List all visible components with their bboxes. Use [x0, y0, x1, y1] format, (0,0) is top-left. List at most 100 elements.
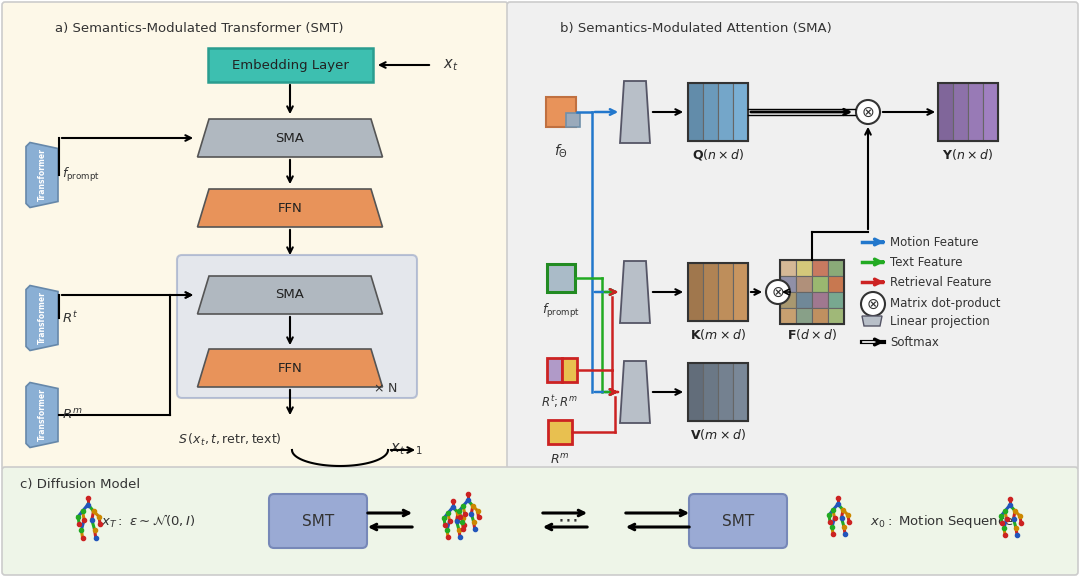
FancyBboxPatch shape [2, 2, 508, 470]
FancyBboxPatch shape [546, 97, 576, 127]
Bar [780, 260, 843, 324]
Bar [812, 260, 828, 276]
Text: $x_t$: $x_t$ [443, 57, 458, 73]
FancyBboxPatch shape [269, 494, 367, 548]
Text: Matrix dot-product: Matrix dot-product [890, 298, 1000, 310]
Polygon shape [26, 383, 58, 448]
Text: $f_{\rm prompt}$: $f_{\rm prompt}$ [62, 166, 100, 184]
Text: a) Semantics-Modulated Transformer (SMT): a) Semantics-Modulated Transformer (SMT) [55, 22, 343, 35]
Bar [796, 308, 812, 324]
Bar [688, 83, 703, 141]
Polygon shape [26, 143, 58, 208]
Bar [796, 276, 812, 292]
Bar [718, 263, 733, 321]
FancyBboxPatch shape [177, 255, 417, 398]
Text: Text Feature: Text Feature [890, 256, 962, 268]
Polygon shape [620, 81, 650, 143]
Text: $\mathbf{Y}(n\times d)$: $\mathbf{Y}(n\times d)$ [943, 147, 994, 162]
Bar [733, 363, 748, 421]
FancyBboxPatch shape [689, 494, 787, 548]
Text: c) Diffusion Model: c) Diffusion Model [21, 478, 140, 491]
Text: $x_{t-1}$: $x_{t-1}$ [390, 441, 423, 457]
FancyBboxPatch shape [2, 467, 1078, 575]
Bar [718, 83, 733, 141]
Text: $x_0{:}$ Motion Sequence: $x_0{:}$ Motion Sequence [870, 512, 1014, 530]
Text: $\times$ N: $\times$ N [374, 382, 399, 395]
Text: $\mathbf{F}(d\times d)$: $\mathbf{F}(d\times d)$ [786, 327, 837, 342]
Bar [828, 308, 843, 324]
Text: $x_T{:}\ \epsilon \sim \mathcal{N}(0, I)$: $x_T{:}\ \epsilon \sim \mathcal{N}(0, I)… [100, 512, 195, 530]
Polygon shape [198, 119, 382, 157]
Bar [780, 260, 796, 276]
Text: $\otimes$: $\otimes$ [866, 297, 880, 312]
Text: Softmax: Softmax [890, 335, 939, 349]
FancyBboxPatch shape [546, 358, 562, 382]
Bar [796, 292, 812, 308]
Text: SMA: SMA [275, 132, 305, 144]
Text: $\otimes$: $\otimes$ [862, 104, 875, 119]
Bar [718, 363, 733, 421]
Text: $\mathbf{V}(m\times d)$: $\mathbf{V}(m\times d)$ [690, 427, 746, 442]
Text: $R^m$: $R^m$ [62, 408, 82, 422]
Bar [703, 83, 718, 141]
Text: $\mathbf{Q}(n\times d)$: $\mathbf{Q}(n\times d)$ [692, 147, 744, 162]
Circle shape [856, 100, 880, 124]
Text: SMA: SMA [275, 288, 305, 302]
Bar [812, 292, 828, 308]
Bar [780, 276, 796, 292]
Text: $\cdots$: $\cdots$ [557, 509, 577, 529]
Text: FFN: FFN [278, 362, 302, 374]
Bar [688, 263, 703, 321]
Text: $R^t; R^m$: $R^t; R^m$ [541, 393, 579, 410]
Bar [703, 363, 718, 421]
Bar [796, 260, 812, 276]
Polygon shape [26, 286, 58, 350]
Text: FFN: FFN [278, 201, 302, 215]
Text: SMT: SMT [302, 514, 334, 529]
Text: Transformer: Transformer [38, 388, 46, 441]
Bar [780, 308, 796, 324]
Bar [953, 83, 968, 141]
Bar [968, 83, 983, 141]
FancyBboxPatch shape [562, 358, 577, 382]
Bar [828, 276, 843, 292]
Bar [733, 83, 748, 141]
Bar [939, 83, 998, 141]
Bar [939, 83, 953, 141]
FancyBboxPatch shape [507, 2, 1078, 470]
Bar [812, 308, 828, 324]
Text: Retrieval Feature: Retrieval Feature [890, 275, 991, 288]
Text: $R^m$: $R^m$ [551, 453, 570, 467]
Bar [780, 292, 796, 308]
Polygon shape [620, 261, 650, 323]
Polygon shape [198, 349, 382, 387]
Text: $R^t$: $R^t$ [62, 310, 78, 326]
Text: $f_\Theta$: $f_\Theta$ [554, 143, 568, 160]
Bar [703, 263, 718, 321]
Text: Linear projection: Linear projection [890, 314, 989, 328]
Text: Embedding Layer: Embedding Layer [231, 58, 349, 72]
Text: $\mathbf{K}(m\times d)$: $\mathbf{K}(m\times d)$ [690, 327, 746, 342]
Text: SMT: SMT [721, 514, 754, 529]
Bar [688, 263, 748, 321]
Bar [688, 83, 748, 141]
Bar [828, 260, 843, 276]
Circle shape [766, 280, 789, 304]
Text: $f_{\rm prompt}$: $f_{\rm prompt}$ [542, 302, 580, 320]
Polygon shape [198, 189, 382, 227]
Text: Transformer: Transformer [38, 291, 46, 344]
Polygon shape [198, 276, 382, 314]
Bar [733, 263, 748, 321]
Text: Transformer: Transformer [38, 148, 46, 201]
Polygon shape [862, 316, 882, 326]
Bar [812, 276, 828, 292]
Text: b) Semantics-Modulated Attention (SMA): b) Semantics-Modulated Attention (SMA) [561, 22, 832, 35]
Text: Motion Feature: Motion Feature [890, 235, 978, 249]
FancyBboxPatch shape [207, 48, 373, 82]
FancyBboxPatch shape [548, 420, 572, 444]
FancyBboxPatch shape [566, 113, 580, 127]
Bar [688, 363, 748, 421]
Bar [983, 83, 998, 141]
Bar [688, 363, 703, 421]
Polygon shape [620, 361, 650, 423]
